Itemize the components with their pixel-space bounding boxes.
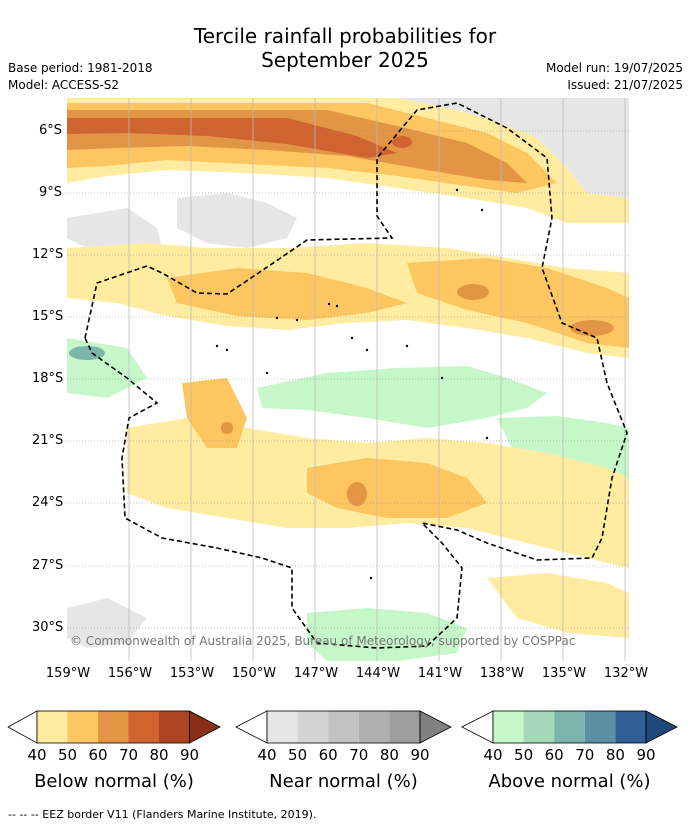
below-normal-60-spot-mid: [457, 284, 489, 300]
colorbar-tick: 50: [514, 746, 534, 764]
lat-label: 30°S: [32, 620, 64, 635]
colorbar-tick: 60: [88, 746, 108, 764]
colorbar-tick: 80: [605, 746, 625, 764]
lat-label: 21°S: [32, 433, 64, 448]
map-title-line2: September 2025: [261, 48, 429, 72]
lon-label: 135°W: [541, 666, 587, 681]
colorbar-below-segment: [37, 711, 68, 743]
lat-gridlines: [67, 130, 629, 629]
colorbar-above-title: Above normal (%): [488, 771, 651, 792]
colorbar-tick: 70: [349, 746, 369, 764]
below-normal-50-patch-mid-w: [167, 268, 407, 320]
colorbar-above-normal: [461, 710, 678, 744]
near-normal-area-nw: [177, 193, 297, 248]
colorbar-tick: 60: [318, 746, 338, 764]
colorbars: [7, 710, 678, 744]
lat-label: 27°S: [32, 558, 64, 573]
lat-label: 6°S: [38, 123, 62, 138]
lon-label: 150°W: [231, 666, 277, 681]
below-normal-70-band-north: [67, 118, 397, 158]
colorbar-tick: 40: [257, 746, 277, 764]
colorbar-above-segment: [493, 711, 524, 743]
below-normal-60-spot-south: [347, 482, 367, 506]
map-title-line1: Tercile rainfall probabilities for: [193, 24, 497, 48]
colorbar-below-title: Below normal (%): [34, 771, 194, 792]
colorbar-above-tip: [645, 710, 678, 744]
lat-label: 9°S: [38, 185, 62, 200]
colorbar-above-segment: [554, 711, 585, 743]
eez-border: [84, 102, 628, 649]
above-normal-40-area-south: [307, 608, 467, 661]
probability-map: [67, 98, 629, 661]
colorbar-tick: 50: [288, 746, 308, 764]
eez-legend-note: -- -- -- EEZ border V11 (Flanders Marine…: [8, 808, 317, 821]
below-normal-60-spot-sw: [221, 422, 233, 434]
model-label: Model: ACCESS-S2: [8, 78, 120, 92]
colorbar-near-title: Near normal (%): [269, 771, 418, 792]
colorbar-above-segment: [584, 711, 616, 743]
lon-label: 132°W: [603, 666, 649, 681]
lon-label: 159°W: [45, 666, 91, 681]
lon-label: 144°W: [355, 666, 401, 681]
below-normal-60-spot-east: [570, 320, 614, 336]
issued-label: Issued: 21/07/2025: [567, 78, 683, 92]
colorbar-tick: 70: [575, 746, 595, 764]
colorbar-below-segment: [67, 711, 98, 743]
colorbar-tick: 80: [379, 746, 399, 764]
colorbar-below-segment: [159, 711, 190, 743]
lon-label: 138°W: [479, 666, 525, 681]
colorbar-tick: 90: [636, 746, 656, 764]
lon-label: 141°W: [417, 666, 463, 681]
colorbar-tick: 60: [544, 746, 564, 764]
map-canvas: [67, 98, 629, 661]
colorbar-tick: 70: [118, 746, 139, 764]
lat-label: 18°S: [32, 371, 64, 386]
near-normal-area-sw: [67, 598, 147, 648]
lon-label: 156°W: [107, 666, 153, 681]
colorbar-below-tip: [189, 710, 221, 744]
colorbar-above-segment: [615, 711, 646, 743]
colorbar-above-segment: [523, 711, 555, 743]
islands: [215, 188, 489, 580]
colorbar-below-segment: [98, 711, 129, 743]
above-normal-40-belt: [257, 366, 547, 428]
model-run-label: Model run: 19/07/2025: [545, 61, 683, 75]
colorbar-near-tip: [419, 710, 452, 744]
copyright-notice: © Commonwealth of Australia 2025, Bureau…: [70, 634, 576, 648]
above-normal-60-spot-w: [69, 346, 105, 360]
lat-label: 12°S: [32, 247, 64, 262]
below-normal-40-area-se: [487, 573, 629, 638]
colorbar-near-segment: [328, 711, 359, 743]
colorbar-tick: 50: [57, 746, 78, 764]
lon-label: 147°W: [293, 666, 339, 681]
base-period-label: Base period: 1981-2018: [8, 61, 153, 75]
colorbar-below-normal: [7, 710, 221, 744]
colorbar-near-segment: [267, 711, 298, 743]
colorbar-tick: 80: [149, 746, 169, 764]
colorbar-near-segment: [358, 711, 390, 743]
colorbar-tick: 90: [179, 746, 200, 764]
colorbar-near-segment: [297, 711, 329, 743]
lat-label: 24°S: [32, 495, 64, 510]
colorbar-below-segment: [128, 711, 159, 743]
colorbar-near-normal: [235, 710, 452, 744]
colorbar-tick: 40: [27, 746, 47, 764]
below-normal-70-spot: [392, 136, 412, 148]
colorbar-tick: 90: [410, 746, 430, 764]
colorbar-tick: 40: [483, 746, 503, 764]
lon-label: 153°W: [169, 666, 215, 681]
colorbar-near-segment: [389, 711, 420, 743]
lat-label: 15°S: [32, 309, 64, 324]
